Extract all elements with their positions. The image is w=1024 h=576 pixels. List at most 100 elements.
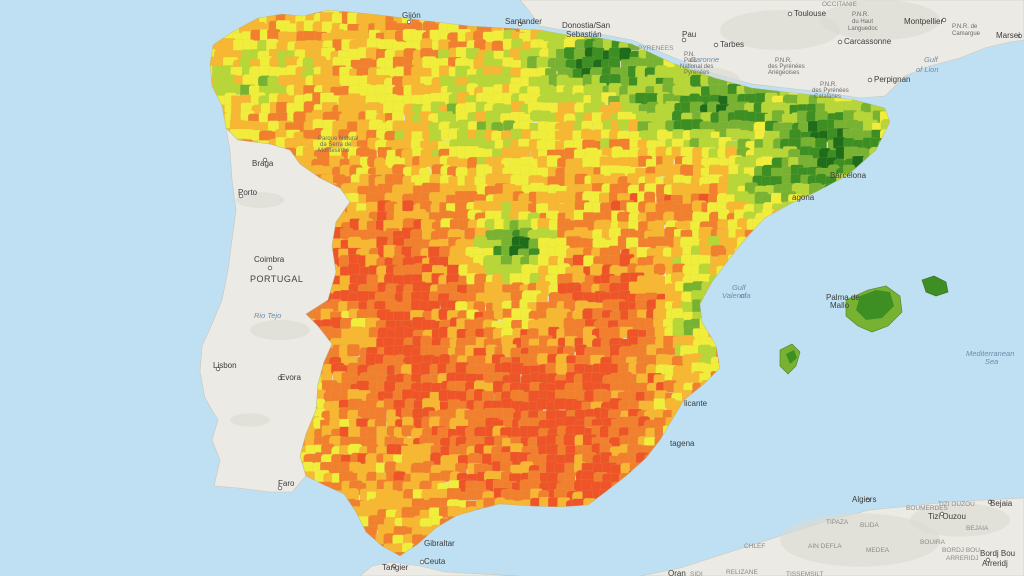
municipality-cell[interactable] <box>627 482 640 496</box>
municipality-cell[interactable] <box>421 4 434 17</box>
municipality-cell[interactable] <box>553 516 568 531</box>
municipality-cell[interactable] <box>708 417 723 432</box>
municipality-cell[interactable] <box>728 525 742 541</box>
municipality-cell[interactable] <box>707 482 722 497</box>
municipality-cell[interactable] <box>835 210 850 223</box>
municipality-cell[interactable] <box>745 400 759 416</box>
municipality-cell[interactable] <box>764 219 778 233</box>
municipality-cell[interactable] <box>671 409 684 423</box>
municipality-cell[interactable] <box>852 436 868 449</box>
municipality-cell[interactable] <box>636 536 652 549</box>
municipality-cell[interactable] <box>736 236 749 251</box>
municipality-cell[interactable] <box>790 235 803 251</box>
municipality-cell[interactable] <box>474 542 489 556</box>
municipality-cell[interactable] <box>727 453 741 467</box>
municipality-cell[interactable] <box>871 428 885 440</box>
municipality-cell[interactable] <box>817 489 830 504</box>
municipality-cell[interactable] <box>700 425 715 439</box>
municipality-cell[interactable] <box>214 527 230 539</box>
municipality-cell[interactable] <box>725 381 741 395</box>
municipality-cell[interactable] <box>779 247 793 262</box>
municipality-cell[interactable] <box>610 200 622 212</box>
municipality-cell[interactable] <box>773 407 787 421</box>
municipality-cell[interactable] <box>771 246 786 258</box>
municipality-cell[interactable] <box>745 237 760 250</box>
municipality-cell[interactable] <box>877 228 892 244</box>
municipality-cell[interactable] <box>690 480 705 495</box>
municipality-cell[interactable] <box>762 509 776 523</box>
municipality-cell[interactable] <box>827 202 843 216</box>
municipality-cell[interactable] <box>618 562 629 576</box>
municipality-cell[interactable] <box>789 391 804 404</box>
municipality-cell[interactable] <box>755 236 768 248</box>
municipality-cell[interactable] <box>635 496 651 510</box>
municipality-cell[interactable] <box>546 561 557 573</box>
municipality-cell[interactable] <box>753 490 767 505</box>
municipality-cell[interactable] <box>752 310 764 326</box>
municipality-cell[interactable] <box>213 202 228 218</box>
municipality-cell[interactable] <box>870 381 885 396</box>
municipality-cell[interactable] <box>278 3 292 16</box>
municipality-cell[interactable] <box>743 499 756 512</box>
municipality-cell[interactable] <box>520 560 532 573</box>
municipality-cell[interactable] <box>734 518 747 532</box>
municipality-cell[interactable] <box>583 535 598 551</box>
municipality-cell[interactable] <box>825 264 841 280</box>
municipality-cell[interactable] <box>646 489 659 504</box>
municipality-cell[interactable] <box>213 122 226 134</box>
municipality-cell[interactable] <box>853 212 866 224</box>
municipality-cell[interactable] <box>248 551 263 563</box>
municipality-cell[interactable] <box>869 398 885 414</box>
municipality-cell[interactable] <box>789 426 804 439</box>
municipality-cell[interactable] <box>474 518 487 533</box>
municipality-cell[interactable] <box>555 361 568 375</box>
municipality-cell[interactable] <box>773 238 785 254</box>
municipality-cell[interactable] <box>707 317 721 332</box>
municipality-cell[interactable] <box>806 499 821 512</box>
municipality-cell[interactable] <box>815 435 830 448</box>
municipality-cell[interactable] <box>762 335 775 348</box>
municipality-cell[interactable] <box>818 480 832 494</box>
municipality-cell[interactable] <box>467 517 482 530</box>
municipality-cell[interactable] <box>665 463 679 478</box>
municipality-cell[interactable] <box>205 220 219 236</box>
municipality-cell[interactable] <box>769 284 784 298</box>
municipality-cell[interactable] <box>214 219 227 235</box>
municipality-cell[interactable] <box>313 506 328 521</box>
municipality-cell[interactable] <box>546 506 559 521</box>
municipality-cell[interactable] <box>528 517 542 531</box>
municipality-cell[interactable] <box>789 275 805 288</box>
municipality-cell[interactable] <box>891 174 903 187</box>
municipality-cell[interactable] <box>728 373 741 386</box>
municipality-cell[interactable] <box>818 185 834 199</box>
municipality-cell[interactable] <box>781 399 796 413</box>
municipality-cell[interactable] <box>815 362 829 377</box>
municipality-cell[interactable] <box>852 254 867 268</box>
municipality-cell[interactable] <box>752 335 768 349</box>
municipality-cell[interactable] <box>770 318 784 331</box>
municipality-cell[interactable] <box>791 400 806 417</box>
municipality-cell[interactable] <box>267 536 283 550</box>
municipality-cell[interactable] <box>835 245 848 261</box>
municipality-cell[interactable] <box>742 363 756 376</box>
municipality-cell[interactable] <box>782 211 795 225</box>
municipality-cell[interactable] <box>717 462 730 476</box>
municipality-cell[interactable] <box>598 489 612 503</box>
municipality-cell[interactable] <box>215 4 230 17</box>
municipality-cell[interactable] <box>305 533 320 547</box>
municipality-cell[interactable] <box>692 535 705 550</box>
municipality-cell[interactable] <box>483 542 498 556</box>
municipality-cell[interactable] <box>878 263 890 279</box>
municipality-cell[interactable] <box>755 362 768 377</box>
municipality-cell[interactable] <box>204 191 218 207</box>
municipality-cell[interactable] <box>779 500 794 514</box>
municipality-cell[interactable] <box>807 407 821 421</box>
municipality-cell[interactable] <box>359 554 374 568</box>
municipality-cell[interactable] <box>482 516 496 529</box>
municipality-cell[interactable] <box>781 255 796 268</box>
municipality-cell[interactable] <box>358 536 372 550</box>
municipality-cell[interactable] <box>797 419 813 433</box>
municipality-cell[interactable] <box>212 517 226 531</box>
municipality-cell[interactable] <box>743 480 756 495</box>
municipality-cell[interactable] <box>790 310 804 325</box>
